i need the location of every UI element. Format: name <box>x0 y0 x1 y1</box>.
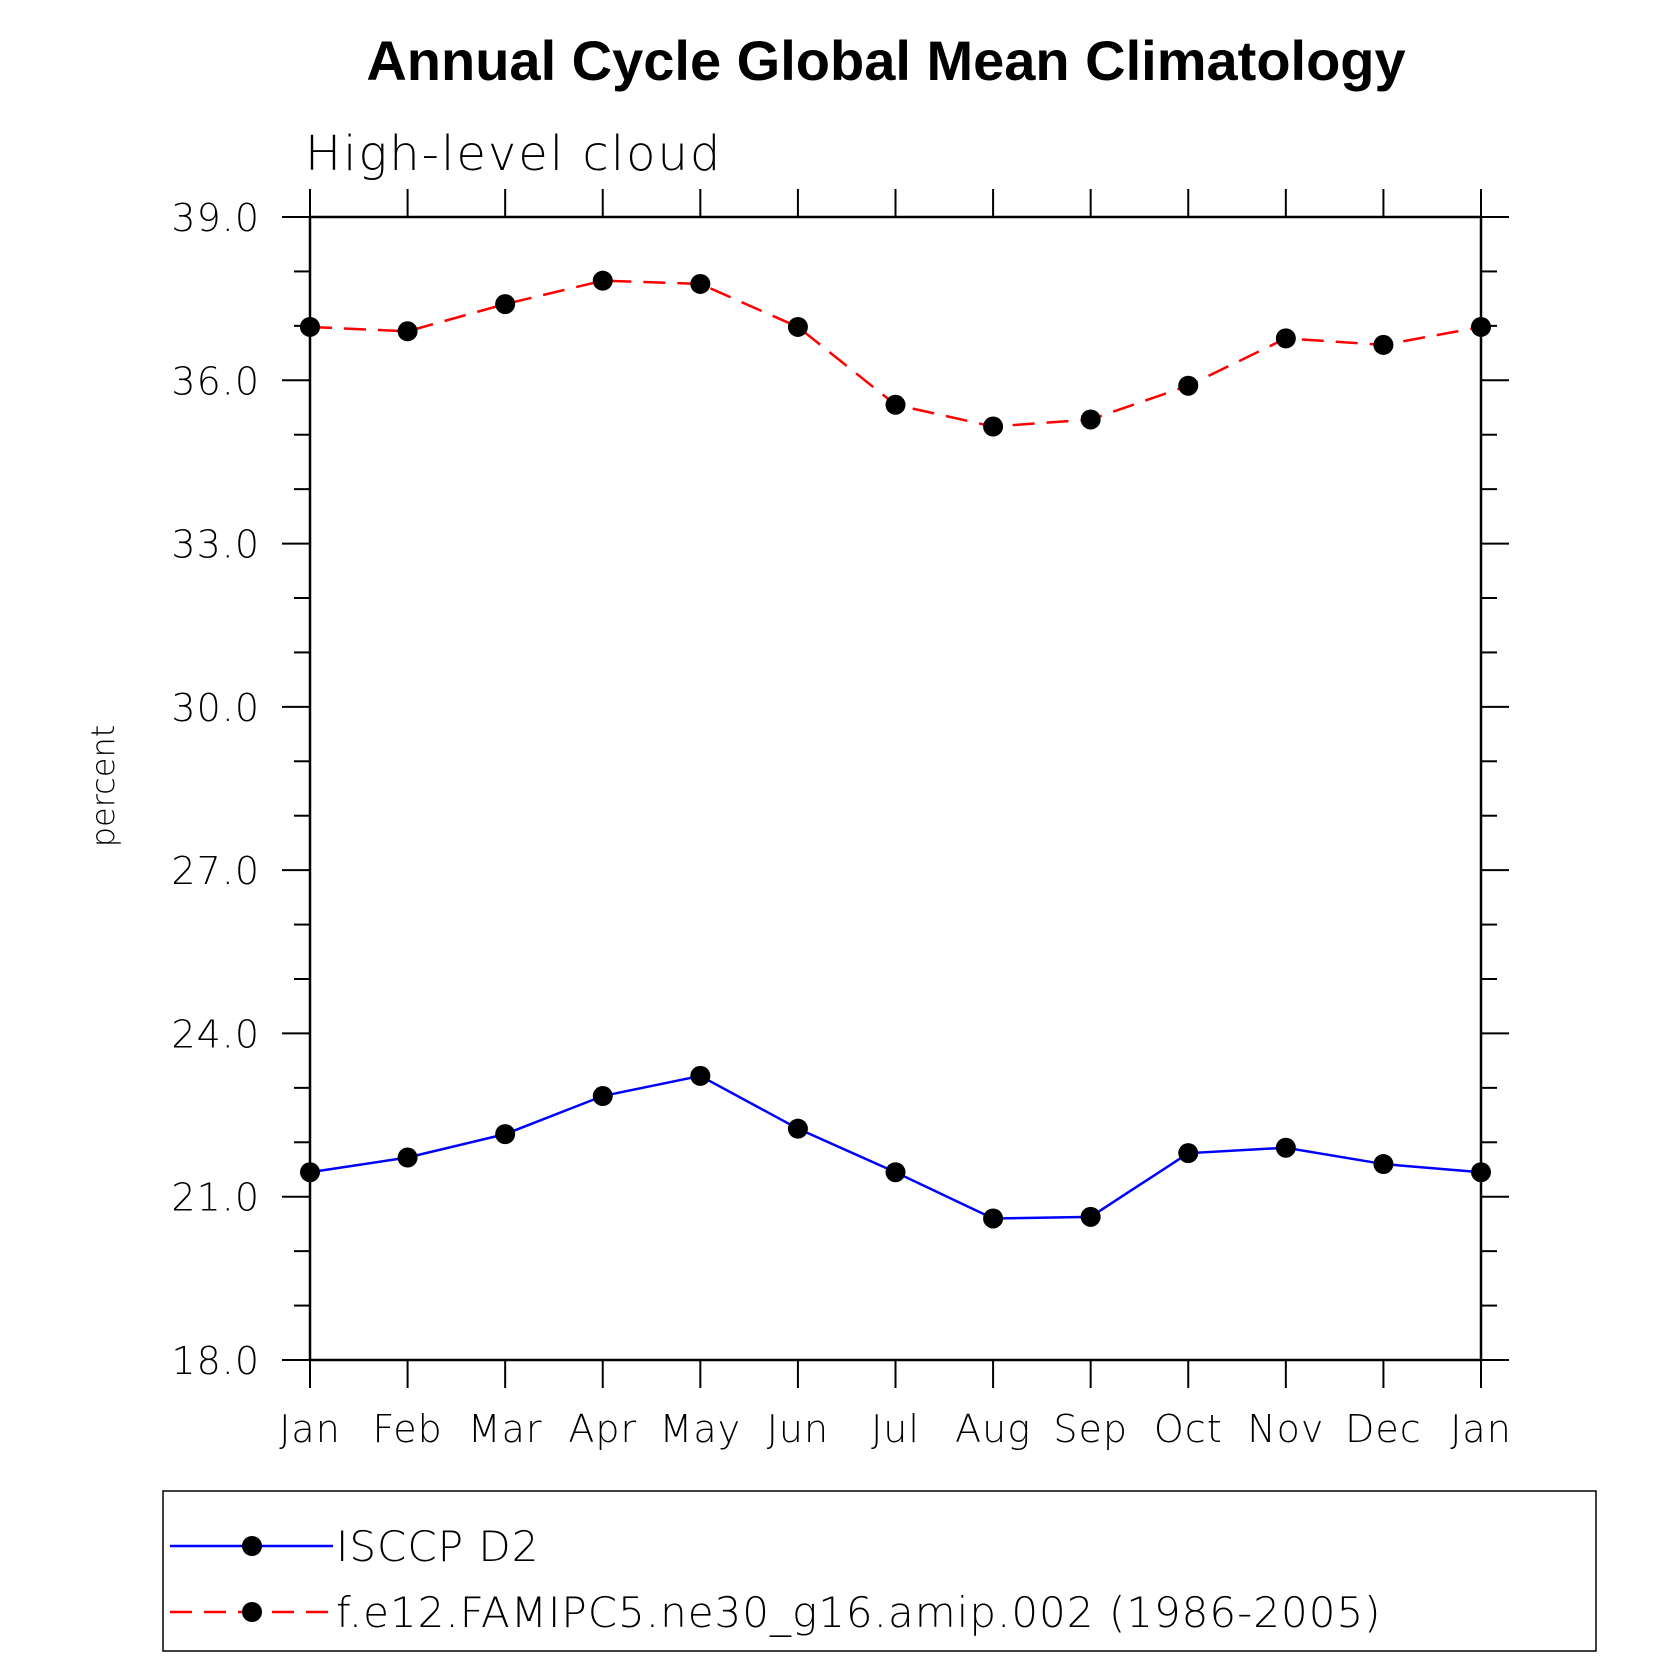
x-tick-label: Feb <box>372 1407 442 1451</box>
series-point <box>787 1118 808 1139</box>
y-tick-label: 33.0 <box>171 523 260 567</box>
legend-box <box>162 1490 1597 1652</box>
series-point <box>787 316 808 337</box>
series-point <box>592 1086 613 1107</box>
y-tick-label: 39.0 <box>171 196 260 240</box>
series-point <box>690 1065 711 1086</box>
x-tick-label: Mar <box>468 1407 543 1451</box>
series-point <box>592 270 613 291</box>
legend-entry-2: f.e12.FAMIPC5.ne30_g16.amip.002 (1986-20… <box>170 1588 1382 1637</box>
x-tick-label: Sep <box>1053 1407 1128 1451</box>
y-tick-label: 30.0 <box>171 686 260 730</box>
series-point <box>885 1162 906 1183</box>
y-tick-label: 24.0 <box>171 1012 260 1056</box>
x-tick-label: May <box>660 1407 742 1451</box>
legend-entry-1: ISCCP D2 <box>170 1522 539 1571</box>
y-tick-label: 36.0 <box>171 359 260 403</box>
legend-label: ISCCP D2 <box>336 1522 539 1571</box>
y-axis-title: percent <box>84 725 122 848</box>
x-tick-label: Dec <box>1345 1407 1422 1451</box>
series-point <box>397 321 418 342</box>
legend: ISCCP D2 f.e12.FAMIPC5.ne30_g16.amip.002 … <box>162 1490 1597 1652</box>
legend-marker-swatch <box>242 1602 262 1622</box>
series-point <box>1373 334 1394 355</box>
x-tick-label: Jan <box>1450 1407 1512 1451</box>
y-tick-label: 18.0 <box>171 1339 260 1383</box>
x-tick-label: Oct <box>1154 1407 1223 1451</box>
x-tick-label: Jul <box>871 1407 920 1451</box>
series-point <box>885 394 906 415</box>
x-axis-ticks <box>309 189 1482 1388</box>
y-axis-ticks <box>282 216 1509 1361</box>
x-tick-label: Jan <box>279 1407 341 1451</box>
series-point <box>1471 316 1491 337</box>
series-point <box>1080 409 1101 430</box>
series-point <box>1471 1162 1491 1183</box>
series-point <box>300 1162 320 1183</box>
y-tick-label: 27.0 <box>171 849 260 893</box>
plot-area-border <box>308 215 1483 1362</box>
x-tick-label: Apr <box>568 1407 637 1451</box>
legend-marker-swatch <box>242 1536 262 1556</box>
series-point <box>690 273 711 294</box>
x-tick-label: Jun <box>767 1407 829 1451</box>
series-1 <box>300 1065 1491 1229</box>
series-2 <box>300 270 1491 437</box>
series-point <box>495 294 516 315</box>
series-point <box>495 1124 516 1145</box>
x-tick-label: Aug <box>955 1407 1031 1451</box>
chart-subtitle: High-level cloud <box>305 126 722 182</box>
chart-title: Annual Cycle Global Mean Climatology <box>366 29 1405 92</box>
y-axis-tick-labels: 18.0 21.0 24.0 27.0 30.0 33.0 36.0 39.0 <box>171 196 260 1383</box>
series-point <box>983 1208 1004 1229</box>
plot-frame <box>308 215 1483 1362</box>
series-point <box>983 416 1004 437</box>
legend-label: f.e12.FAMIPC5.ne30_g16.amip.002 (1986-20… <box>336 1588 1382 1637</box>
series-layer <box>300 270 1491 1229</box>
series-point <box>300 316 320 337</box>
x-axis-tick-labels: Jan Feb Mar Apr May Jun Jul Aug Sep Oct Nov Dec Jan <box>279 1407 1512 1451</box>
series-point <box>1178 375 1199 396</box>
series-line <box>309 1074 1482 1220</box>
y-tick-label: 21.0 <box>171 1176 260 1220</box>
series-point <box>1373 1154 1394 1175</box>
series-point <box>1275 1137 1296 1158</box>
series-point <box>1178 1143 1199 1164</box>
series-point <box>397 1147 418 1168</box>
series-point <box>1275 328 1296 349</box>
series-point <box>1080 1206 1101 1227</box>
x-tick-label: Nov <box>1247 1407 1324 1451</box>
